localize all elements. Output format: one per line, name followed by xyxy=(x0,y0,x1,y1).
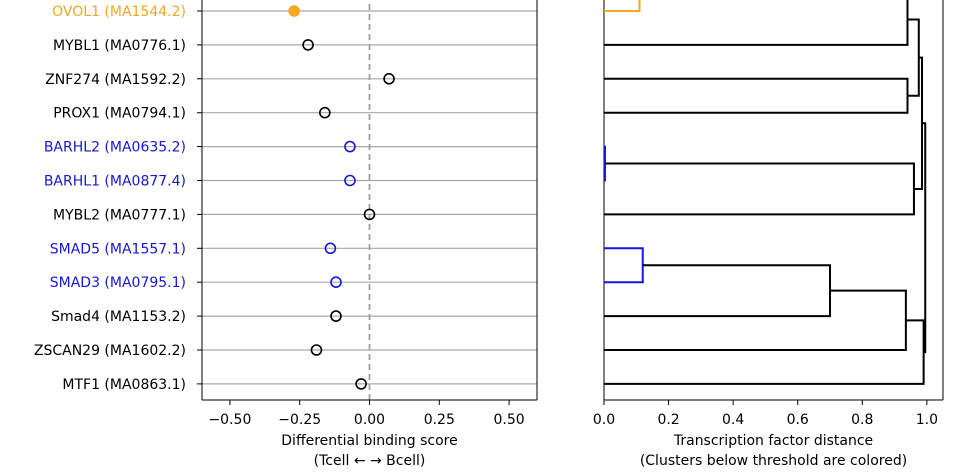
tf-label: PROX1 (MA0794.1) xyxy=(53,106,186,122)
tf-label: Smad4 (MA1153.2) xyxy=(51,309,186,325)
binding-score-panel: OVOL1 (MA1544.2) MYBL1 (MA0776.1) ZNF274 (… xyxy=(34,0,538,469)
distance-x-axis-label: Transcription factor distance xyxy=(673,433,873,449)
dendrogram-link xyxy=(604,162,915,216)
x-tick-label: 0.50 xyxy=(493,412,524,428)
score-point xyxy=(302,39,314,51)
score-point xyxy=(319,106,331,119)
dendrogram-link xyxy=(604,319,925,385)
tf-label: MYBL1 (MA0776.1) xyxy=(53,38,186,54)
dendrogram-link xyxy=(604,264,831,318)
dendrogram-link xyxy=(907,18,920,97)
dendrogram-link xyxy=(604,77,909,114)
score-point xyxy=(383,73,395,85)
dendrogram-link xyxy=(604,0,641,12)
dendrogram-link xyxy=(604,289,907,351)
score-point xyxy=(344,174,356,187)
x-tick-label: 0.00 xyxy=(354,412,385,428)
score-point xyxy=(288,5,300,17)
score-x-ticks: −0.50 −0.25 0.00 0.25 0.50 xyxy=(208,400,525,428)
x-tick-label: 0.25 xyxy=(424,412,455,428)
tf-label: BARHL2 (MA0635.2) xyxy=(44,140,186,156)
tf-label: MTF1 (MA0863.1) xyxy=(62,377,186,393)
score-x-axis-direction-label: (Tcell ← → Bcell) xyxy=(314,453,426,469)
x-tick-label: 0.4 xyxy=(722,412,744,428)
dendrogram-links xyxy=(603,0,927,385)
distance-x-ticks: 0.0 0.2 0.4 0.6 0.8 1.0 xyxy=(593,400,938,428)
tf-label: BARHL1 (MA0877.4) xyxy=(44,174,186,190)
x-tick-label: 1.0 xyxy=(916,412,938,428)
score-point xyxy=(310,344,323,356)
dendrogram-link xyxy=(604,247,644,284)
score-x-axis-label: Differential binding score xyxy=(281,433,457,449)
tf-label: SMAD3 (MA0795.1) xyxy=(50,275,186,291)
score-point xyxy=(330,276,342,289)
score-point xyxy=(324,242,337,255)
dendrogram-link xyxy=(922,122,927,354)
tf-label: ZSCAN29 (MA1602.2) xyxy=(34,343,186,359)
tf-label: ZNF274 (MA1592.2) xyxy=(45,72,186,88)
tf-label: OVOL1 (MA1544.2) xyxy=(52,4,186,20)
x-tick-label: −0.50 xyxy=(208,412,251,428)
score-point xyxy=(355,378,367,390)
tf-label: SMAD5 (MA1557.1) xyxy=(50,241,186,257)
dendrogram-link xyxy=(604,0,909,46)
score-point xyxy=(363,208,376,221)
x-tick-label: −0.25 xyxy=(278,412,321,428)
tf-labels: OVOL1 (MA1544.2) MYBL1 (MA0776.1) ZNF274 (… xyxy=(34,4,202,393)
right-axes-frame xyxy=(603,0,944,401)
x-tick-label: 0.6 xyxy=(787,412,809,428)
dendrogram-panel: 0.0 0.2 0.4 0.6 0.8 1.0 Transcription factor … xyxy=(593,0,944,469)
score-point xyxy=(330,310,342,322)
score-point xyxy=(344,140,356,153)
x-tick-label: 0.2 xyxy=(657,412,679,428)
distance-x-axis-subtitle: (Clusters below threshold are colored) xyxy=(640,453,907,469)
x-tick-label: 0.8 xyxy=(851,412,873,428)
tf-label: MYBL2 (MA0777.1) xyxy=(53,207,186,223)
x-tick-label: 0.0 xyxy=(593,412,615,428)
dendrogram-link xyxy=(603,145,606,182)
score-points xyxy=(288,5,395,390)
